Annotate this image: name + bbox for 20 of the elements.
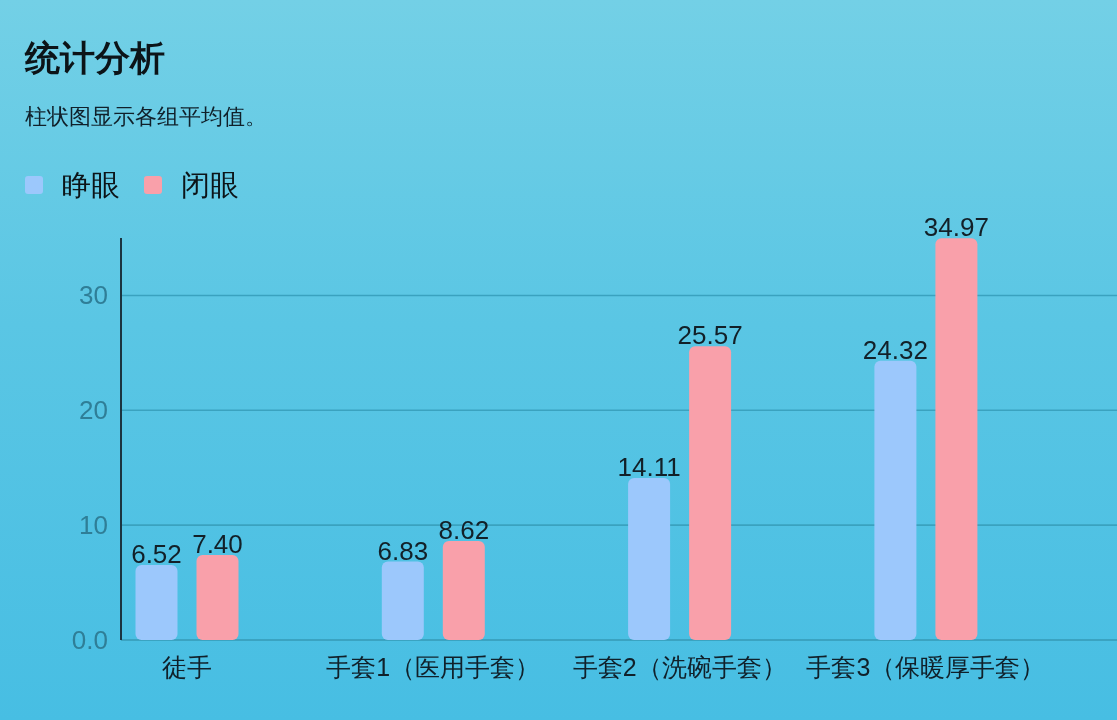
y-tick: 20 — [79, 395, 108, 426]
x-tick: 手套3（保暖厚手套） — [806, 653, 1046, 681]
data-label: 25.57 — [677, 320, 743, 351]
y-tick: 0.0 — [71, 625, 108, 655]
legend-label: 睁眼 — [62, 169, 120, 201]
title: 统计分析 — [25, 38, 165, 77]
data-label: 14.11 — [617, 451, 681, 482]
data-label: 8.62 — [438, 515, 490, 545]
x-tick: 手套1（医用手套） — [326, 653, 541, 681]
x-tick: 徒手 — [162, 653, 212, 681]
x-tick: 手套2（洗碗手套） — [572, 653, 787, 681]
data-label: 7.40 — [192, 529, 243, 559]
legend-label: 闭眼 — [181, 169, 239, 201]
subtitle: 柱状图显示各组平均值。 — [25, 104, 267, 129]
data-label: 6.52 — [131, 539, 182, 570]
data-label: 34.97 — [923, 212, 989, 243]
y-tick: 10 — [79, 510, 108, 541]
y-tick: 30 — [79, 280, 108, 311]
data-label: 6.83 — [377, 535, 429, 566]
data-label: 24.32 — [862, 334, 928, 365]
